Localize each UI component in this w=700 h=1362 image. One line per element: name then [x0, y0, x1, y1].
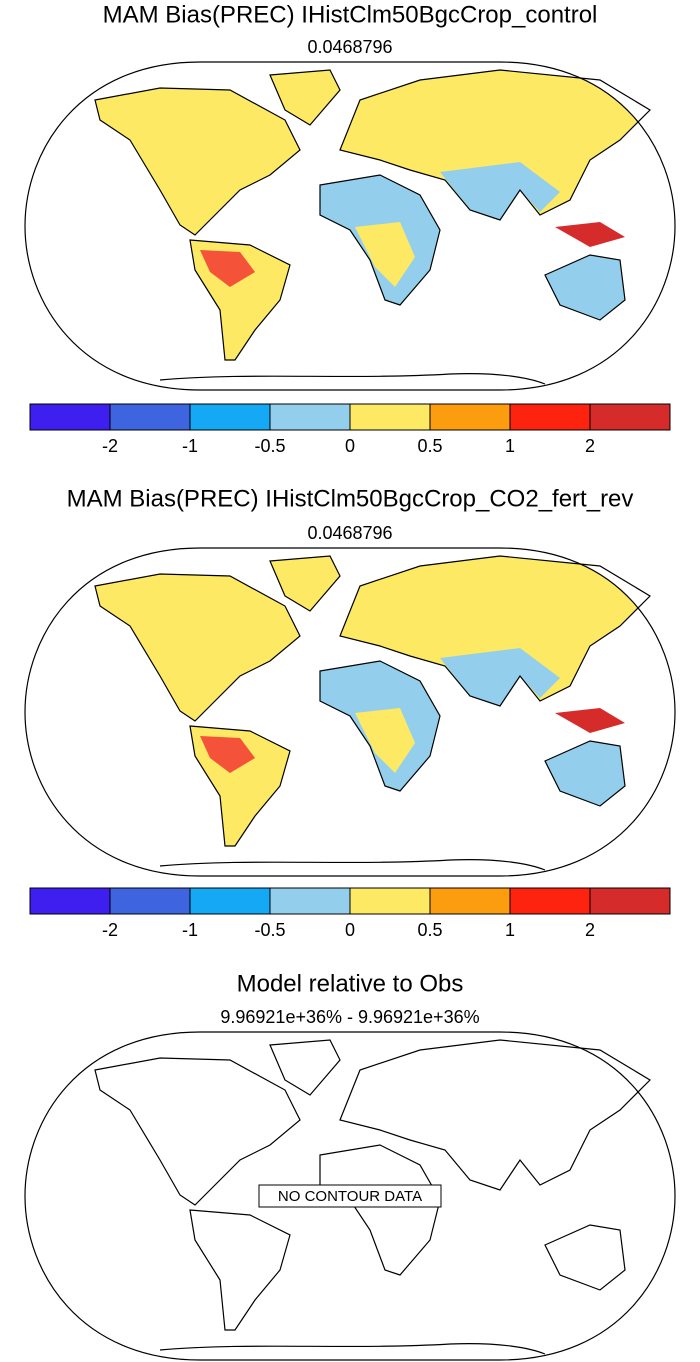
colorbar-label: 0.5 [417, 920, 442, 940]
colorbar-box [269, 887, 351, 915]
land-fill [95, 70, 650, 360]
panel-subtitle: 9.96921e+36% - 9.96921e+36% [220, 1007, 479, 1027]
colorbar-box [349, 403, 431, 431]
map [24, 547, 676, 877]
map-data [95, 70, 650, 360]
colorbar-box [109, 403, 191, 431]
panel-subtitle: 0.0468796 [307, 523, 392, 543]
colorbar-label: -1 [182, 920, 198, 940]
colorbar-label: -2 [102, 436, 118, 456]
colorbar-label: -0.5 [254, 436, 285, 456]
land-fill [95, 556, 650, 846]
panel-title: Model relative to Obs [237, 970, 464, 997]
colorbar-box [269, 403, 351, 431]
colorbar-label: 1 [505, 436, 515, 456]
colorbar-label: -2 [102, 920, 118, 940]
note: NO CONTOUR DATA [278, 1188, 422, 1205]
colorbar-box [189, 887, 271, 915]
colorbar-label: 0 [345, 436, 355, 456]
colorbar-box [29, 403, 111, 431]
panel-title: MAM Bias(PREC) IHistClm50BgcCrop_control [103, 1, 598, 28]
colorbar-box [429, 887, 511, 915]
colorbar-label: 0.5 [417, 436, 442, 456]
colorbar-label: 0 [345, 920, 355, 940]
colorbar-box [349, 887, 431, 915]
panel-title: MAM Bias(PREC) IHistClm50BgcCrop_CO2_fer… [67, 485, 634, 512]
colorbar-box [589, 403, 671, 431]
colorbar-box [589, 887, 671, 915]
colorbar-box [429, 403, 511, 431]
map [24, 61, 676, 391]
map-data [95, 556, 650, 846]
colorbar-box [29, 887, 111, 915]
colorbar-label: -0.5 [254, 920, 285, 940]
panel-subtitle: 0.0468796 [307, 37, 392, 57]
colorbar-box [189, 403, 271, 431]
colorbar-label: -1 [182, 436, 198, 456]
colorbar-label: 2 [585, 436, 595, 456]
colorbar-box [509, 887, 591, 915]
colorbar-box [109, 887, 191, 915]
colorbar-label: 1 [505, 920, 515, 940]
note-box [258, 1184, 442, 1208]
colorbar-box [509, 403, 591, 431]
colorbar-label: 2 [585, 920, 595, 940]
